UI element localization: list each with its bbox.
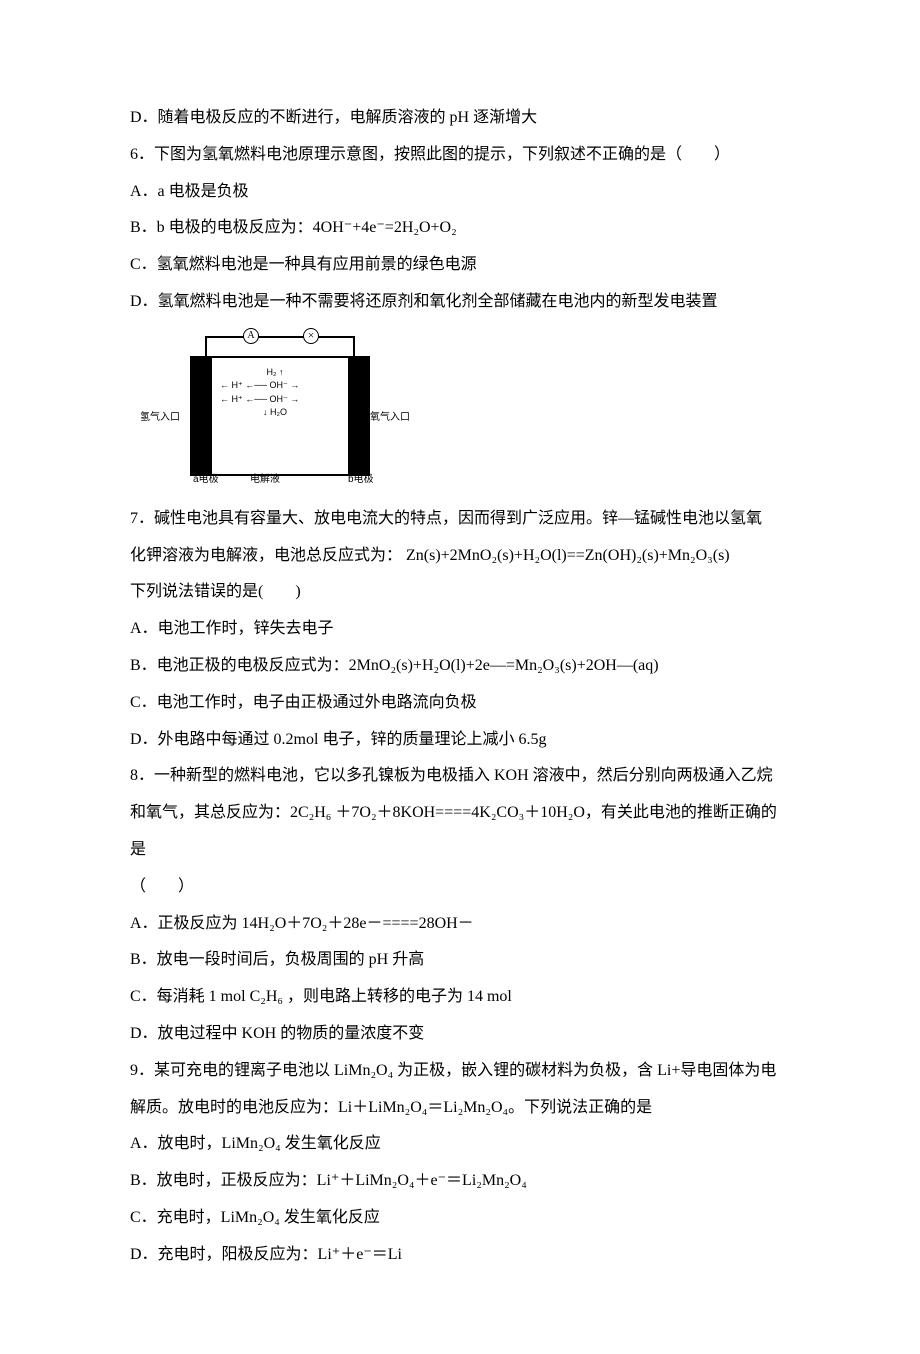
q8-option-b: B．放电一段时间后，负极周围的 pH 升高 bbox=[130, 942, 790, 979]
q7-option-d: D．外电路中每通过 0.2mol 电子，锌的质量理论上减小 6.5g bbox=[130, 722, 790, 759]
q8-option-c: C．每消耗 1 mol C₂H₆ ，则电路上转移的电子为 14 mol bbox=[130, 979, 790, 1016]
q6-option-a: A．a 电极是负极 bbox=[130, 174, 790, 211]
q9-stem-line2: 解质。放电时的电池反应为：Li＋LiMn₂O₄＝Li₂Mn₂O₄。下列说法正确的… bbox=[130, 1090, 790, 1127]
electrolyte-label: 电解液 bbox=[250, 468, 280, 491]
electrode-a-label: a电极 bbox=[193, 468, 219, 491]
q8-stem-line1: 8．一种新型的燃料电池，它以多孔镍板为电极插入 KOH 溶液中，然后分别向两极通… bbox=[130, 758, 790, 795]
diagram-inner-labels: H₂ ↑ ← H⁺ ←── OH⁻ → ← H⁺ ←── OH⁻ → ↓ H₂O bbox=[220, 366, 330, 420]
fuel-cell-diagram: A H₂ ↑ ← H⁺ ←── OH⁻ → ← H⁺ ←── OH⁻ → ↓ H… bbox=[135, 336, 415, 486]
q7-stem-line3: 下列说法错误的是( ) bbox=[130, 574, 790, 611]
q9-option-b: B．放电时，正极反应为：Li⁺＋LiMn₂O₄＋e⁻＝Li₂Mn₂O₄ bbox=[130, 1163, 790, 1200]
electrode-a bbox=[192, 358, 212, 474]
ammeter-icon: A bbox=[243, 328, 259, 344]
oxygen-inlet-label: 氧气入口 bbox=[370, 406, 415, 429]
q8-stem-line2: 和氧气，其总反应为：2C₂H₆ ＋7O₂＋8KOH====4K₂CO₃＋10H₂… bbox=[130, 795, 790, 869]
q8-option-a: A．正极反应为 14H₂O＋7O₂＋28e－====28OH－ bbox=[130, 906, 790, 943]
q6-option-c: C．氢氧燃料电池是一种具有应用前景的绿色电源 bbox=[130, 247, 790, 284]
q9-option-d: D．充电时，阳极反应为：Li⁺＋e⁻＝Li bbox=[130, 1237, 790, 1274]
q9-option-a: A．放电时，LiMn₂O₄ 发生氧化反应 bbox=[130, 1126, 790, 1163]
q9-option-c: C．充电时，LiMn₂O₄ 发生氧化反应 bbox=[130, 1200, 790, 1237]
q6-option-b: B．b 电极的电极反应为：4OH⁻+4e⁻=2H₂O+O₂ bbox=[130, 210, 790, 247]
q9-stem-line1: 9．某可充电的锂离子电池以 LiMn₂O₄ 为正极，嵌入锂的碳材料为负极，含 L… bbox=[130, 1053, 790, 1090]
q7-option-a: A．电池工作时，锌失去电子 bbox=[130, 611, 790, 648]
q8-stem-line3: （ ） bbox=[130, 869, 790, 906]
q5-option-d: D．随着电极反应的不断进行，电解质溶液的 pH 逐渐增大 bbox=[130, 100, 790, 137]
q8-option-d: D．放电过程中 KOH 的物质的量浓度不变 bbox=[130, 1016, 790, 1053]
q7-stem-line2: 化钾溶液为电解液，电池总反应式为： Zn(s)+2MnO₂(s)+H₂O(l)=… bbox=[130, 538, 790, 575]
lamp-icon bbox=[303, 328, 319, 344]
q6-stem: 6．下图为氢氧燃料电池原理示意图，按照此图的提示，下列叙述不正确的是（ ） bbox=[130, 137, 790, 174]
electrode-b bbox=[348, 358, 368, 474]
q7-option-b: B．电池正极的电极反应式为：2MnO₂(s)+H₂O(l)+2e—=Mn₂O₃(… bbox=[130, 648, 790, 685]
electrode-b-label: b电极 bbox=[348, 468, 374, 491]
q6-option-d: D．氢氧燃料电池是一种不需要将还原剂和氧化剂全部储藏在电池内的新型发电装置 bbox=[130, 284, 790, 321]
hydrogen-inlet-label: 氢气入口 bbox=[135, 406, 180, 429]
q7-stem-line1: 7．碱性电池具有容量大、放电电流大的特点，因而得到广泛应用。锌—锰碱性电池以氢氧 bbox=[130, 501, 790, 538]
q7-option-c: C．电池工作时，电子由正极通过外电路流向负极 bbox=[130, 685, 790, 722]
